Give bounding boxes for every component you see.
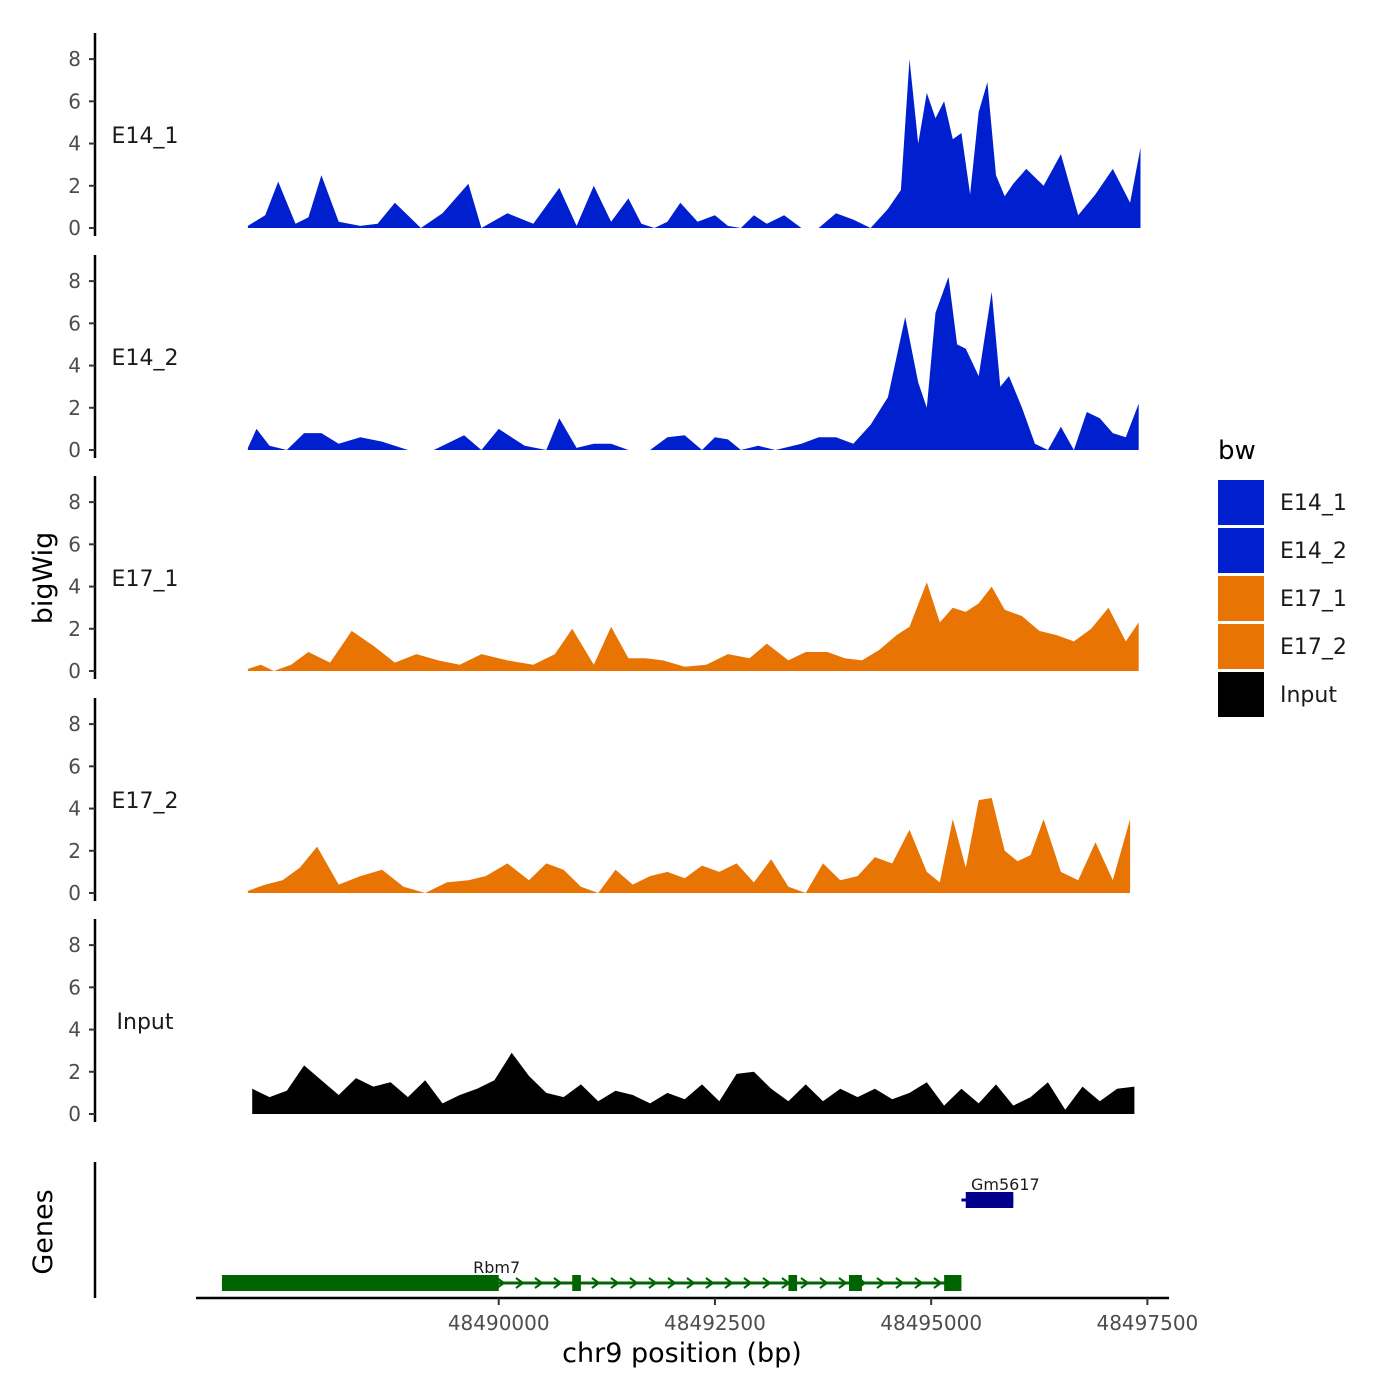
track-input: 0 2 4 6 8 Input	[68, 919, 1135, 1126]
legend: bw E14_1 E14_2 E17_1 E17_2 Input	[1218, 436, 1347, 717]
gene-exon	[572, 1275, 581, 1291]
y-tick-label: 2	[68, 839, 81, 863]
track-label: E14_2	[112, 346, 179, 371]
strand-arrow	[610, 1277, 620, 1289]
strand-arrow	[724, 1277, 734, 1289]
y-tick-label: 6	[68, 89, 81, 113]
y-tick-label: 6	[68, 532, 81, 556]
strand-arrow	[667, 1277, 677, 1289]
track-e17-2: 0 2 4 6 8 E17_2	[68, 698, 1131, 905]
strand-arrow	[648, 1277, 658, 1289]
y-tick-label: 0	[68, 881, 81, 905]
track-label: E17_2	[112, 789, 179, 814]
y-tick-label: 8	[68, 47, 81, 71]
x-axis-title: chr9 position (bp)	[562, 1338, 802, 1369]
track-label: E17_1	[112, 567, 179, 592]
legend-key	[1218, 672, 1264, 717]
y-tick-label: 6	[68, 754, 81, 778]
legend-label: E14_1	[1280, 491, 1347, 516]
y-tick-label: 2	[68, 174, 81, 198]
track-e14-2: 0 2 4 6 8 E14_2	[68, 255, 1139, 462]
gene-rbm7: Rbm7	[221, 1258, 962, 1291]
y-tick-label: 4	[68, 575, 81, 599]
gene-label: Rbm7	[473, 1258, 520, 1277]
y-tick-label: 0	[68, 1102, 81, 1126]
strand-arrow	[895, 1277, 905, 1289]
strand-arrow	[933, 1277, 943, 1289]
x-tick-label: 48492500	[664, 1311, 766, 1335]
strand-arrow	[800, 1277, 810, 1289]
legend-label: E17_1	[1280, 587, 1347, 612]
strand-arrow	[591, 1277, 601, 1289]
y-tick-label: 2	[68, 396, 81, 420]
y-tick-label: 2	[68, 617, 81, 641]
track-label: Input	[117, 1010, 174, 1035]
track-e14-1: 0 2 4 6 8 E14_1	[68, 33, 1141, 240]
genes-axis-title: Genes	[28, 1189, 59, 1274]
gene-exon	[965, 1192, 1014, 1208]
strand-arrow	[686, 1277, 696, 1289]
strand-arrow	[629, 1277, 639, 1289]
gene-exon	[221, 1275, 499, 1291]
y-tick-label: 8	[68, 269, 81, 293]
legend-key	[1218, 528, 1264, 573]
gene-exon	[944, 1275, 962, 1291]
strand-arrow	[838, 1277, 848, 1289]
legend-title: bw	[1218, 436, 1256, 466]
signal-tracks: 0 2 4 6 8 E14_1 0 2 4 6 8 E14_2 0 2 4 6 8 E17_1 0 2 4 6 8 E17_2…	[68, 33, 1141, 1126]
strand-arrow	[515, 1277, 525, 1289]
legend-key	[1218, 624, 1264, 669]
y-tick-label: 0	[68, 216, 81, 240]
signal-area	[247, 798, 1131, 893]
x-tick-label: 48495000	[880, 1311, 982, 1335]
y-tick-label: 8	[68, 933, 81, 957]
y-tick-label: 4	[68, 354, 81, 378]
legend-key	[1218, 480, 1264, 525]
signal-area	[247, 276, 1139, 450]
legend-label: Input	[1280, 683, 1337, 708]
strand-arrow	[534, 1277, 544, 1289]
signal-area	[247, 59, 1141, 228]
y-axis-title: bigWig	[28, 532, 59, 625]
y-tick-label: 0	[68, 659, 81, 683]
y-tick-label: 2	[68, 1060, 81, 1084]
signal-area	[247, 582, 1139, 671]
y-tick-label: 6	[68, 311, 81, 335]
strand-arrow	[705, 1277, 715, 1289]
strand-arrow	[762, 1277, 772, 1289]
gene-exon	[848, 1275, 862, 1291]
gene-gm5617: Gm5617	[961, 1175, 1040, 1208]
strand-arrow	[553, 1277, 563, 1289]
y-tick-label: 8	[68, 490, 81, 514]
gene-label: Gm5617	[971, 1175, 1040, 1194]
strand-arrow	[743, 1277, 753, 1289]
signal-area	[252, 1052, 1135, 1114]
strand-arrow	[914, 1277, 924, 1289]
strand-arrow	[819, 1277, 829, 1289]
legend-key	[1218, 576, 1264, 621]
y-tick-label: 4	[68, 132, 81, 156]
legend-label: E14_2	[1280, 539, 1347, 564]
x-tick-label: 48490000	[448, 1311, 550, 1335]
y-tick-label: 0	[68, 438, 81, 462]
y-tick-label: 6	[68, 975, 81, 999]
x-tick-label: 48497500	[1096, 1311, 1198, 1335]
gene-exon	[788, 1275, 798, 1291]
track-e17-1: 0 2 4 6 8 E17_1	[68, 476, 1139, 683]
y-tick-label: 4	[68, 797, 81, 821]
y-tick-label: 4	[68, 1018, 81, 1042]
track-label: E14_1	[112, 124, 179, 149]
strand-arrow	[496, 1277, 506, 1289]
strand-arrow	[876, 1277, 886, 1289]
genes-panel: Rbm7 Gm5617	[93, 1162, 1040, 1298]
legend-label: E17_2	[1280, 635, 1347, 660]
x-axis: 48490000 48492500 48495000 48497500	[196, 1296, 1198, 1335]
y-tick-label: 8	[68, 712, 81, 736]
